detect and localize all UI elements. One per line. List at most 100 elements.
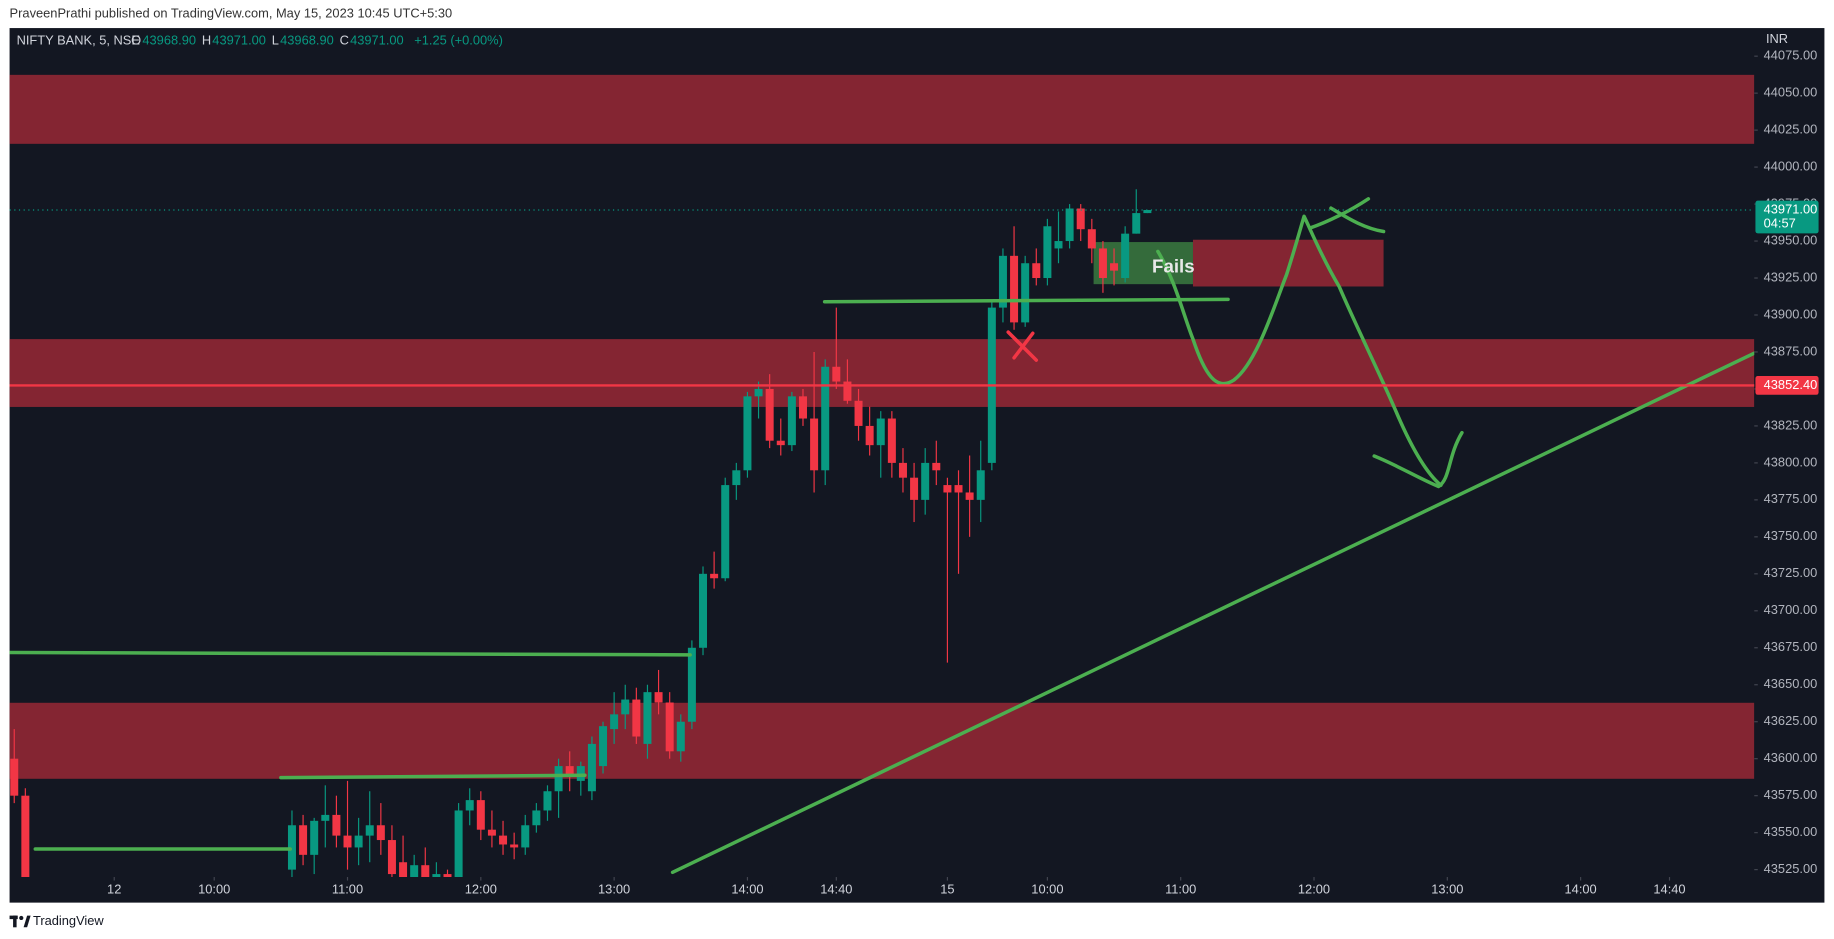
projection-hook [1372,430,1464,489]
candle-body [576,766,585,781]
candle-body [710,573,719,579]
candle-body [732,470,741,486]
candle-body [776,440,785,446]
candle-body [654,692,663,703]
candle-body [898,462,907,478]
demand-zone [9,702,1755,779]
footer [0,902,1834,939]
symbol: NIFTY BANK, 5, NSE [17,32,141,47]
candle-body [743,396,752,471]
brand: TradingView [33,913,104,928]
legend-value: 43971.00 [350,32,404,47]
legend-value: 43971.00 [212,32,266,47]
x-tick-label: 11:00 [332,881,363,896]
supply-zone [9,74,1755,144]
candle-body [910,477,919,500]
currency: INR [1766,31,1788,46]
y-tick-label: 43550.00 [1764,824,1818,839]
candle-body [310,820,319,855]
candle-body [1121,233,1130,279]
legend-key: H [202,32,211,47]
candle-body [1054,241,1063,249]
legend-key: O [131,32,141,47]
y-tick-label: 43750.00 [1764,528,1818,543]
x-tick-label: 10:00 [1031,881,1063,896]
y-tick-label: 43800.00 [1764,454,1818,469]
y-tick-label: 43675.00 [1764,639,1818,654]
candle-body [632,699,641,737]
legend-value: 43968.90 [280,32,334,47]
y-tick-label: 44000.00 [1764,158,1818,173]
y-tick-label: 43700.00 [1764,602,1818,617]
candle-body [332,814,341,836]
candle-body [543,791,552,811]
breakout-line [822,297,1230,304]
candle-body [1021,263,1030,323]
y-tick-label: 44050.00 [1764,85,1818,100]
candle-body [499,835,508,845]
candle-body [765,388,774,441]
candle-body [610,714,619,730]
candle-body [287,825,296,870]
candle-body [798,396,807,419]
y-tick-label: 43875.00 [1764,343,1818,358]
candle-body [476,800,485,830]
candle-body [1098,248,1107,279]
logo-part [19,915,24,921]
y-tick-label: 43575.00 [1764,787,1818,802]
legend-value: 43968.90 [142,32,196,47]
y-tick-label: 43925.00 [1764,269,1818,284]
candle-body [1087,229,1096,249]
x-tick-label: 13:00 [598,881,630,896]
candle-body [621,699,630,715]
candle-body [1132,213,1141,234]
x-tick-label: 14:00 [1565,881,1597,896]
candle-body [376,825,385,841]
y-tick-label: 43900.00 [1764,306,1818,321]
candle-body [998,255,1007,308]
candle-body [1032,263,1041,279]
y-tick-label: 43825.00 [1764,417,1818,432]
last-price-tag [1755,200,1819,234]
ohlc-legend: O 43968.90 H 43971.00 L 43968.90 C 43971.00 +1.2… [131,32,503,47]
support-line [279,773,587,780]
x-tick-label: 11:00 [1165,881,1196,896]
supply-zone [9,339,1755,407]
candle-body [465,800,474,811]
support-line [9,650,692,657]
fail-zone [1093,242,1193,285]
candle-body [932,462,941,471]
candle-body [865,425,874,446]
logo-part [23,915,31,928]
candle-body [487,829,496,836]
candle-body [599,726,608,767]
cross-mark [1329,206,1386,234]
candle-body [687,647,696,722]
candle-body [354,835,363,848]
x-tick-label: 14:00 [731,881,763,896]
candle-body [1110,263,1119,271]
projection-path [1156,214,1443,488]
candle-body [565,766,574,777]
candle-body [643,692,652,744]
y-tick-label: 43775.00 [1764,491,1818,506]
y-tick-label: 43625.00 [1764,713,1818,728]
legend-key: L [272,32,279,47]
x-tick-label: 12:00 [1298,881,1330,896]
last-price-label: 43971.00 [1764,201,1818,216]
x-tick-label: 13:00 [1431,881,1463,896]
candle-body [21,795,30,878]
candle-body [954,485,963,493]
countdown: 04:57 [1764,215,1796,230]
legend-change: +1.25 (+0.00%) [414,32,503,47]
candle-body [587,743,596,792]
candle-body [10,758,19,796]
x-tick-label: 12:00 [465,881,497,896]
candle-body [787,396,796,446]
candle-body [699,573,708,648]
x-tick-label: 12 [107,881,121,896]
candle-body [532,810,541,826]
x-tick-label: 14:40 [1653,881,1685,896]
